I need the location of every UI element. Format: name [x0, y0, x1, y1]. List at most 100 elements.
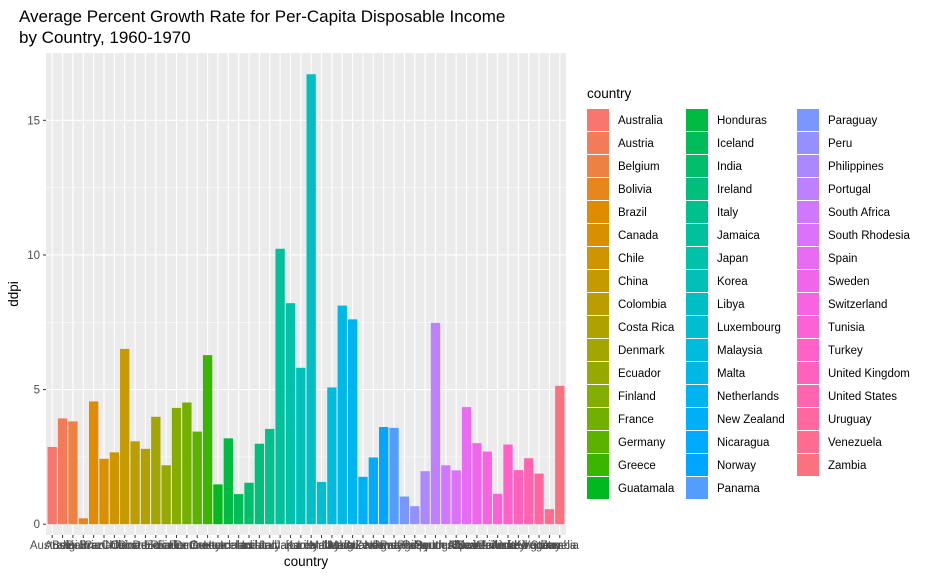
x-tick-label: United States — [494, 540, 563, 552]
legend-label: Panama — [717, 483, 760, 495]
bar — [306, 74, 316, 525]
x-tick-label: New Zealand — [329, 540, 397, 552]
x-tick-label: Denmark — [132, 540, 179, 552]
legend-label: Peru — [828, 138, 852, 150]
legend-label: Denmark — [618, 345, 665, 357]
x-tick-label: Iceland — [220, 540, 257, 552]
x-tick-label: Uruguay — [517, 540, 561, 552]
legend-key — [587, 362, 609, 384]
legend-label: Finland — [618, 391, 656, 403]
legend-label: Libya — [717, 299, 745, 311]
bar — [544, 509, 555, 525]
bar — [182, 402, 192, 525]
bar — [492, 493, 503, 525]
legend-key — [587, 316, 609, 338]
x-tick-label: Chile — [101, 540, 127, 552]
x-tick-label: Italy — [259, 540, 280, 552]
bars — [47, 74, 565, 525]
legend-label: Ireland — [717, 184, 752, 196]
legend-key — [686, 477, 708, 499]
legend-label: Malta — [717, 368, 746, 380]
legend-label: France — [618, 414, 654, 426]
legend-label: Netherlands — [717, 391, 779, 403]
x-tick-label: South Africa — [415, 540, 478, 552]
bar — [524, 458, 534, 525]
x-tick-label: South Rhodesia — [415, 540, 497, 552]
bar — [275, 248, 285, 525]
legend-label: Tunisia — [828, 322, 865, 334]
legend-key — [797, 293, 819, 315]
bar — [296, 367, 306, 525]
bar — [410, 506, 420, 525]
x-tick-label: Finland — [158, 540, 196, 552]
x-tick-label: Portugal — [414, 540, 457, 552]
bar — [109, 452, 120, 525]
legend-label: South Rhodesia — [828, 230, 910, 242]
bar — [451, 470, 461, 525]
bar — [140, 448, 151, 525]
x-tick-label: Ecuador — [145, 540, 188, 552]
legend-key — [797, 109, 819, 131]
legend-label: South Africa — [828, 207, 891, 219]
bar — [244, 482, 254, 525]
legend-label: Australia — [618, 115, 663, 127]
legend-key — [797, 201, 819, 223]
y-tick-label: 15 — [27, 115, 40, 127]
x-tick-label: Switzerland — [458, 540, 517, 552]
legend-key — [587, 385, 609, 407]
legend-key — [686, 224, 708, 246]
legend-key — [686, 201, 708, 223]
bar — [47, 446, 57, 525]
chart-title-line-1: Average Percent Growth Rate for Per-Capi… — [19, 7, 505, 26]
y-axis-title: ddpi — [6, 281, 21, 307]
x-tick-label: Germany — [174, 540, 222, 552]
legend-label: Korea — [717, 276, 748, 288]
legend-key — [797, 178, 819, 200]
x-tick-label: United Kingdom — [477, 540, 559, 552]
x-tick-label: Guatamala — [190, 540, 247, 552]
legend-key — [686, 339, 708, 361]
x-tick-label: Ireland — [242, 540, 277, 552]
legend-key — [797, 247, 819, 269]
bar — [57, 418, 68, 525]
legend-title: country — [587, 86, 632, 101]
legend-label: Luxembourg — [717, 322, 781, 334]
x-tick-label: Tunisia — [479, 540, 516, 552]
legend-key — [587, 431, 609, 453]
bar — [379, 427, 389, 525]
bar — [130, 441, 140, 525]
legend-label: Costa Rica — [618, 322, 675, 334]
x-tick-label: Canada — [84, 540, 125, 552]
x-tick-label: Turkey — [491, 540, 526, 552]
legend-key — [686, 132, 708, 154]
y-tick-label: 5 — [34, 385, 40, 397]
legend-label: Venezuela — [828, 437, 882, 449]
x-axis-title: country — [284, 554, 329, 569]
legend-key — [686, 362, 708, 384]
x-tick-label: Honduras — [203, 540, 253, 552]
legend-label: Chile — [618, 253, 644, 265]
legend-key — [686, 247, 708, 269]
legend-label: Malaysia — [717, 345, 763, 357]
bar — [534, 473, 544, 525]
legend-key — [686, 316, 708, 338]
bar — [441, 465, 451, 525]
legend-label: Belgium — [618, 161, 660, 173]
legend-label: Germany — [618, 437, 666, 449]
legend-key — [686, 270, 708, 292]
bar — [213, 484, 223, 525]
legend-label: Austria — [618, 138, 654, 150]
chart-title-line-2: by Country, 1960-1970 — [19, 28, 191, 47]
legend: Australia Austria Belgium Bolivia Brazil Cana… — [587, 109, 910, 499]
x-tick-label: Australia — [30, 540, 75, 552]
bar — [68, 421, 78, 525]
bar — [472, 443, 482, 525]
bar — [555, 385, 565, 525]
legend-label: Jamaica — [717, 230, 760, 242]
legend-key — [686, 109, 708, 131]
bar — [151, 416, 161, 525]
legend-key — [686, 385, 708, 407]
bar — [223, 438, 233, 525]
x-tick-label: Belgium — [52, 540, 94, 552]
x-tick-label: Jamaica — [259, 540, 302, 552]
